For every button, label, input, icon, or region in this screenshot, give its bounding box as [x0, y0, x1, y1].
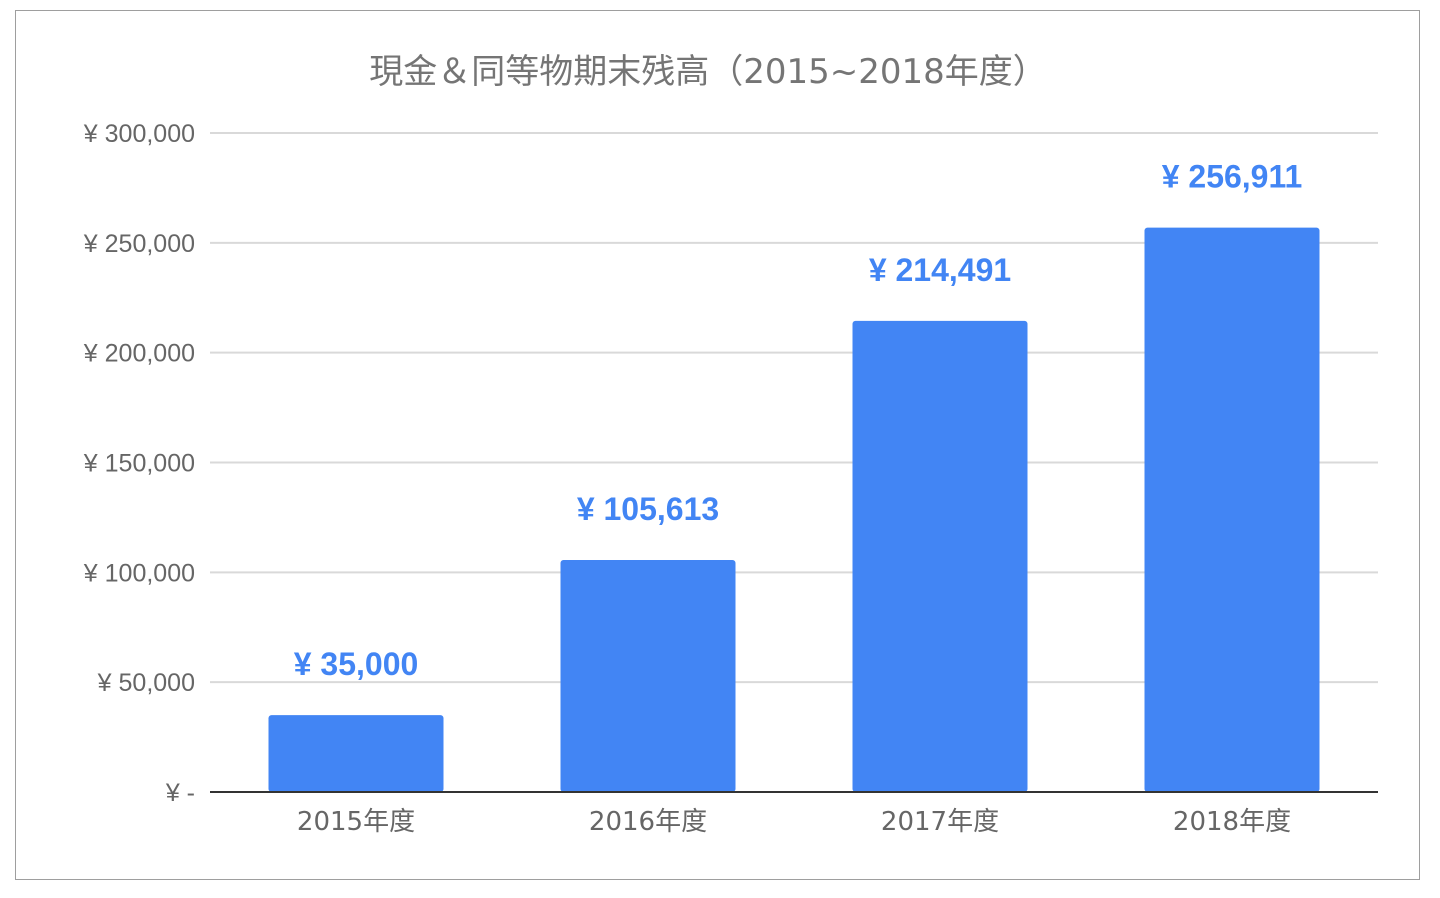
- bars: [268, 227, 1320, 793]
- y-axis-tick-labels: ¥ - ¥ 50,000 ¥ 100,000 ¥ 150,000 ¥ 200,000 ¥ …: [83, 120, 195, 807]
- y-tick-label: ¥ 100,000: [83, 559, 195, 587]
- y-tick-label: ¥ 250,000: [83, 230, 195, 258]
- data-label: ¥ 105,613: [577, 491, 719, 527]
- data-label: ¥ 256,911: [1162, 159, 1303, 195]
- x-axis-tick-labels: 2015年度 2016年度 2017年度 2018年度: [297, 807, 1291, 837]
- y-tick-label: ¥ 300,000: [83, 120, 195, 148]
- bar: [560, 560, 736, 792]
- y-tick-label: ¥ 150,000: [83, 450, 195, 478]
- y-tick-label: ¥ -: [165, 779, 195, 807]
- x-tick-label: 2017年度: [881, 807, 999, 837]
- y-tick-label: ¥ 200,000: [83, 340, 195, 368]
- x-tick-label: 2015年度: [297, 807, 415, 837]
- bar: [268, 715, 444, 792]
- y-tick-label: ¥ 50,000: [97, 669, 195, 697]
- data-labels: ¥ 35,000 ¥ 105,613 ¥ 214,491 ¥ 256,911: [294, 159, 1303, 682]
- x-tick-label: 2018年度: [1173, 807, 1291, 837]
- data-label: ¥ 214,491: [869, 252, 1011, 288]
- x-tick-label: 2016年度: [589, 807, 707, 837]
- chart-title: 現金＆同等物期末残高（2015~2018年度）: [369, 52, 1047, 92]
- bar: [852, 320, 1028, 792]
- bar: [1144, 227, 1320, 793]
- data-label: ¥ 35,000: [294, 646, 419, 682]
